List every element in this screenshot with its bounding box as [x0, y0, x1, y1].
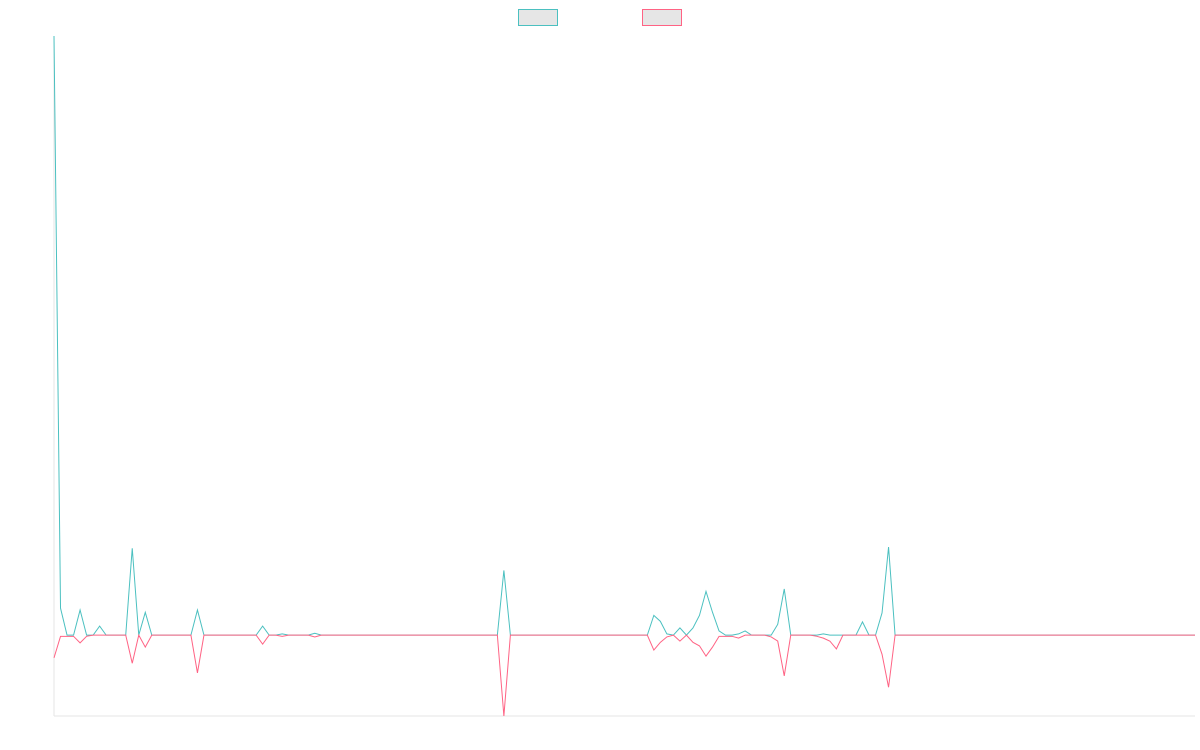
- legend-swatch[interactable]: [642, 9, 682, 26]
- series-line: [53, 633, 1195, 717]
- series-line: [53, 35, 1195, 636]
- legend-swatch[interactable]: [518, 9, 558, 26]
